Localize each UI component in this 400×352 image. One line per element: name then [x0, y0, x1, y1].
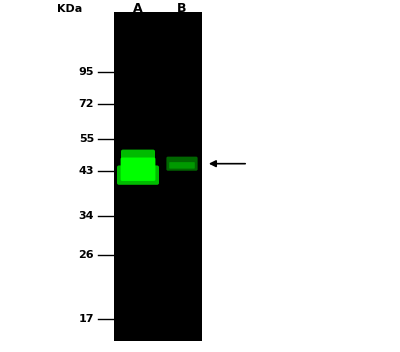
FancyBboxPatch shape: [117, 165, 159, 185]
FancyBboxPatch shape: [166, 157, 198, 171]
Text: 34: 34: [78, 212, 94, 221]
Text: KDa: KDa: [57, 4, 83, 14]
FancyBboxPatch shape: [169, 162, 195, 169]
Text: 95: 95: [78, 67, 94, 77]
Text: 72: 72: [78, 99, 94, 109]
Text: 55: 55: [79, 134, 94, 144]
FancyBboxPatch shape: [121, 158, 155, 181]
Text: B: B: [177, 2, 187, 15]
Text: 17: 17: [78, 314, 94, 323]
Text: 26: 26: [78, 250, 94, 260]
Bar: [114, 12, 202, 341]
FancyBboxPatch shape: [121, 150, 155, 169]
Text: A: A: [133, 2, 143, 15]
Text: 43: 43: [78, 166, 94, 176]
